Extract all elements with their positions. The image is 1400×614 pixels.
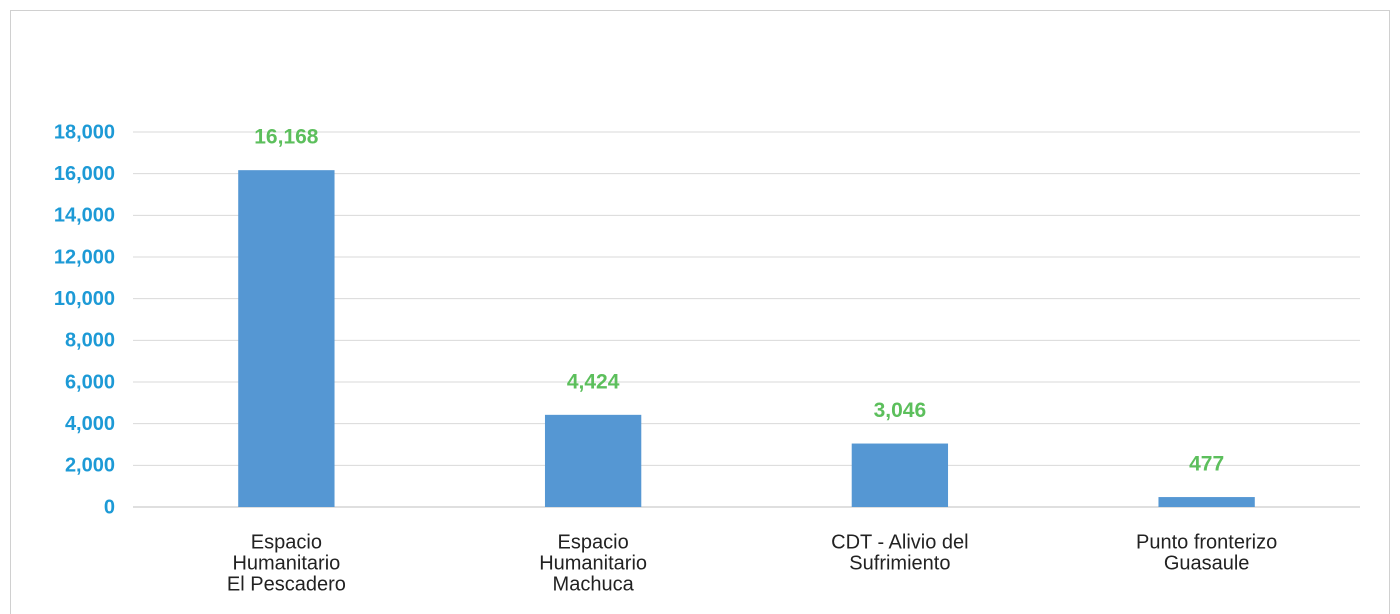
x-tick-label: Machuca (553, 573, 635, 595)
x-tick-label: El Pescadero (227, 573, 346, 595)
x-tick-label: Humanitario (232, 552, 340, 574)
bar (851, 443, 949, 507)
y-tick-label: 4,000 (65, 413, 115, 435)
chart-border (10, 10, 1390, 614)
y-tick-label: 2,000 (65, 455, 115, 477)
x-tick-label: Humanitario (539, 552, 647, 574)
x-tick-label: Espacio (558, 531, 629, 553)
bar (1158, 497, 1255, 507)
y-tick-label: 16,000 (54, 163, 115, 185)
bar (544, 414, 642, 507)
y-tick-label: 6,000 (65, 371, 115, 393)
y-tick-label: 0 (104, 496, 115, 518)
value-label: 3,046 (874, 399, 927, 422)
value-label: 4,424 (567, 370, 620, 393)
x-tick-label: Punto fronterizo (1136, 531, 1277, 553)
y-tick-label: 14,000 (54, 205, 115, 227)
x-tick-label: Sufrimiento (849, 552, 950, 574)
y-tick-label: 8,000 (65, 330, 115, 352)
y-tick-label: 10,000 (54, 288, 115, 310)
value-label: 16,168 (254, 126, 319, 149)
x-tick-label: Guasaule (1164, 552, 1250, 574)
value-label: 477 (1189, 453, 1224, 476)
y-tick-label: 18,000 (54, 121, 115, 143)
bar (238, 170, 335, 507)
x-tick-label: Espacio (251, 531, 322, 553)
y-tick-label: 12,000 (54, 246, 115, 268)
x-tick-label: CDT - Alivio del (831, 531, 968, 553)
